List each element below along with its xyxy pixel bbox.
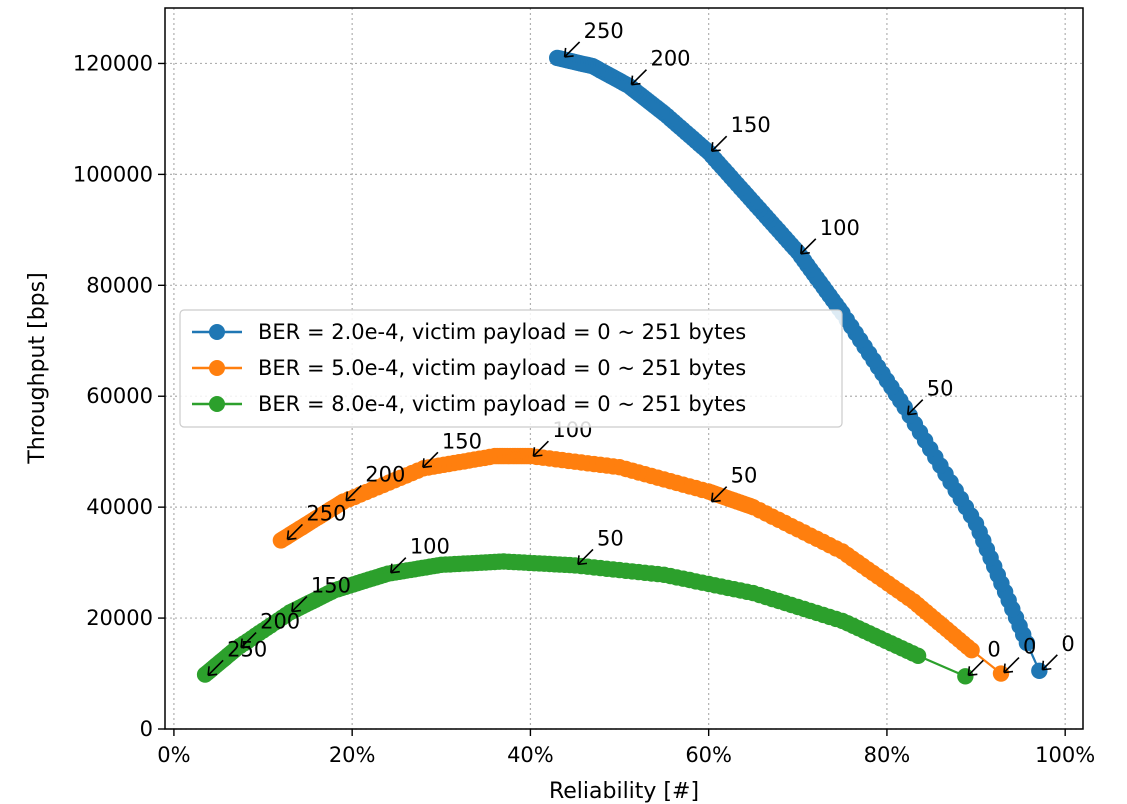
annotation-arrow: [423, 451, 439, 467]
y-tick-label: 80000: [86, 273, 153, 297]
annotation-arrowhead: [345, 491, 356, 502]
y-tick-label: 0: [140, 717, 153, 741]
y-tick-label: 60000: [86, 384, 153, 408]
y-tick-label: 100000: [73, 162, 153, 186]
annotation-arrow: [346, 485, 362, 501]
annotation-arrowhead: [710, 142, 721, 152]
annotation-arrow: [391, 557, 407, 573]
annotation-label: 50: [597, 526, 624, 550]
annotation-arrow: [578, 548, 594, 564]
y-axis-label: Throughput [bps]: [25, 272, 50, 464]
annotation-arrow: [968, 659, 984, 675]
annotation-arrow: [801, 238, 817, 254]
annotation-arrow: [533, 440, 549, 456]
annotation-arrowhead: [207, 666, 218, 677]
series-1: [549, 49, 1048, 679]
annotation-arrow: [712, 486, 728, 502]
annotation-arrow: [292, 595, 308, 612]
legend-entry: BER = 5.0e-4, victim payload = 0 ~ 251 b…: [258, 356, 746, 380]
annotation-arrowhead: [286, 530, 297, 541]
annotation-arrow: [631, 69, 648, 85]
x-tick-label: 40%: [507, 743, 554, 767]
annotation-label: 200: [650, 47, 690, 71]
annotation-label: 100: [410, 535, 450, 559]
annotation-arrowhead: [800, 244, 810, 255]
annotation-arrow: [287, 523, 303, 539]
annotation-arrow: [208, 659, 224, 675]
annotation-arrowhead: [563, 47, 574, 58]
y-axis-ticks: 0 20000 40000 60000 80000 100000 120000: [73, 51, 165, 741]
legend-entry: BER = 8.0e-4, victim payload = 0 ~ 251 b…: [258, 392, 746, 416]
annotation-arrow: [565, 41, 581, 57]
annotation-label: 150: [442, 429, 482, 453]
annotation-label: 150: [311, 574, 351, 598]
data-point: [992, 665, 1010, 682]
annotation-arrowhead: [240, 638, 251, 649]
annotation-arrow: [1004, 656, 1020, 673]
legend-swatch-marker: [209, 324, 225, 340]
annotation-arrowhead: [710, 492, 721, 503]
annotation-arrowhead: [422, 458, 432, 469]
annotation-arrowhead: [1041, 660, 1052, 671]
x-tick-label: 60%: [685, 743, 732, 767]
annotation-label: 200: [260, 610, 300, 634]
data-point: [549, 49, 566, 67]
annotation-label: 50: [731, 464, 758, 488]
annotation-label: 150: [731, 113, 771, 137]
legend-entry: BER = 2.0e-4, victim payload = 0 ~ 251 b…: [258, 320, 746, 344]
annotation-arrowhead: [1003, 663, 1014, 674]
x-axis-ticks: 0% 20% 40% 60% 80% 100%: [157, 729, 1095, 767]
annotation-label: 0: [1023, 635, 1036, 659]
annotation-arrow: [908, 399, 924, 415]
data-point: [957, 668, 974, 685]
plot-frame: [164, 7, 1084, 730]
annotation-arrowhead: [906, 405, 917, 416]
annotation-label: 100: [820, 216, 860, 240]
x-axis-label: Reliability [#]: [549, 779, 699, 804]
x-tick-label: 100%: [1035, 743, 1095, 767]
annotation-arrow: [1042, 654, 1058, 670]
series-layer: [196, 49, 1048, 685]
x-tick-label: 80%: [864, 743, 911, 767]
annotation-arrowhead: [967, 666, 978, 677]
annotation-arrowhead: [390, 563, 400, 574]
legend: BER = 2.0e-4, victim payload = 0 ~ 251 b…: [179, 309, 843, 428]
annotation-label: 200: [365, 463, 405, 487]
annotation-label: 250: [584, 19, 624, 43]
annotation-label: 250: [306, 501, 346, 525]
x-tick-label: 0%: [157, 743, 190, 767]
data-point: [272, 532, 290, 549]
annotation-arrowhead: [291, 602, 301, 613]
series-2: [272, 447, 1010, 682]
annotation-label: 50: [927, 377, 954, 401]
annotation-arrow: [712, 135, 728, 151]
y-tick-label: 20000: [86, 606, 153, 630]
legend-swatch-marker: [209, 396, 225, 412]
x-tick-label: 20%: [329, 743, 376, 767]
annotation-arrowhead: [630, 75, 641, 86]
y-tick-label: 120000: [73, 51, 153, 75]
annotation-arrowhead: [532, 447, 543, 458]
annotation-arrow: [241, 632, 257, 648]
data-point: [1031, 662, 1048, 679]
annotation-label: 0: [987, 637, 1000, 661]
annotation-label: 0: [1061, 632, 1074, 656]
legend-swatch-marker: [209, 360, 225, 376]
y-tick-label: 40000: [86, 495, 153, 519]
annotation-arrowhead: [577, 555, 588, 566]
legend-box: [179, 309, 843, 428]
